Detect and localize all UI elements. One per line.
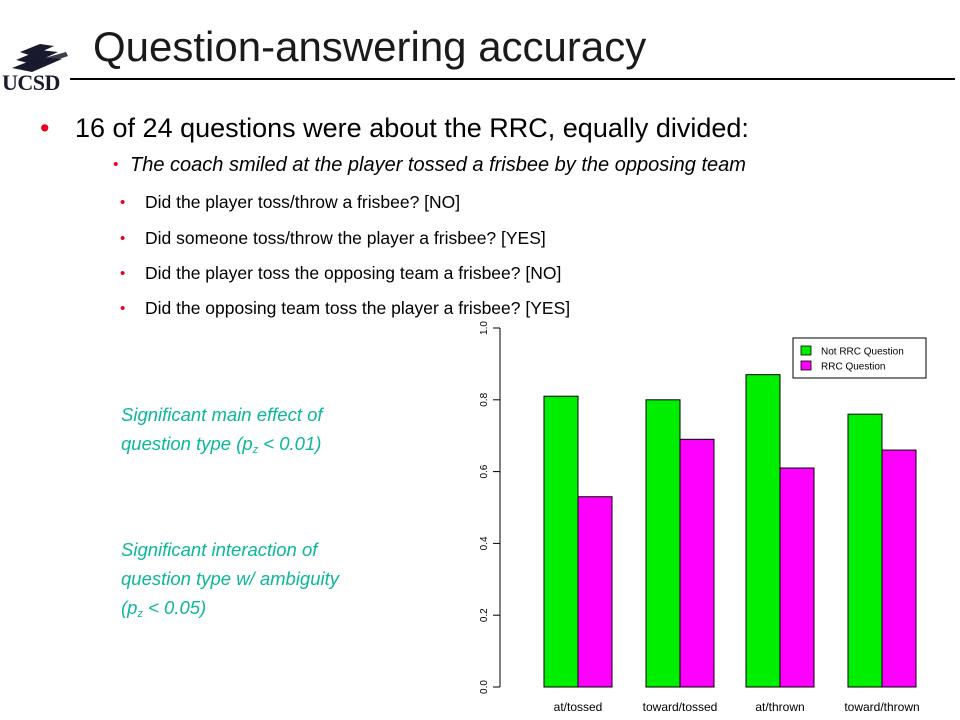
bar-not-rrc (543, 395, 579, 688)
y-tick-label: 0.4 (479, 536, 490, 550)
note-line: (pz < 0.05) (121, 593, 339, 629)
y-tick-label: 1.0 (479, 321, 490, 335)
bullet-main: • 16 of 24 questions were about the RRC, … (40, 108, 749, 148)
note-text: (p (121, 597, 138, 618)
y-tick-label: 0.8 (479, 392, 490, 406)
title-divider (70, 78, 955, 80)
x-tick-label: at/tossed (554, 700, 603, 714)
bullet-dot-icon: • (40, 113, 50, 143)
bar-rrc (881, 449, 917, 688)
chart-legend (792, 337, 927, 379)
note-text: < 0.05) (142, 597, 207, 618)
note-subscript: z (252, 444, 259, 456)
note-text: < 0.01) (258, 433, 322, 454)
note-subscript: z (137, 608, 143, 620)
note-line: question type w/ ambiguity (121, 568, 340, 589)
y-tick-label: 0.2 (479, 608, 490, 622)
legend-label: RRC Question (821, 362, 885, 373)
bar-not-rrc (847, 413, 883, 688)
note-text: question type (p (121, 433, 253, 454)
ucsd-logo-icon (12, 44, 68, 72)
y-tick-label: 0.0 (479, 680, 490, 694)
bullet-dot-icon: • (113, 156, 119, 173)
x-tick-label: toward/thrown (844, 700, 919, 714)
bar-chart: 0.00.20.40.60.81.0Proportion correctat/t… (479, 321, 927, 714)
question-text: Did the player toss/throw a frisbee? [NO… (145, 192, 461, 212)
legend-label: Not RRC Question (821, 347, 904, 358)
note-line: Significant interaction of (121, 539, 318, 560)
question-item: • Did the opposing team toss the player a… (120, 295, 570, 322)
question-text: Did someone toss/throw the player a fris… (145, 228, 546, 248)
logo-text: UCSD (2, 70, 60, 95)
bullet-example: • The coach smiled at the player tossed a… (113, 150, 746, 180)
bullet-dot-icon: • (120, 300, 126, 317)
question-item: • Did someone toss/throw the player a fri… (120, 225, 546, 252)
note-main-effect: Significant main effect of question type… (121, 400, 323, 465)
question-item: • Did the player toss/throw a frisbee? [N… (120, 189, 460, 216)
note-line: question type (pz < 0.01) (121, 429, 323, 465)
x-tick-label: toward/tossed (643, 700, 718, 714)
note-interaction: Significant interaction of question type… (121, 535, 339, 629)
bar-rrc (679, 438, 715, 688)
bullet-main-text: 16 of 24 questions were about the RRC, e… (75, 113, 749, 143)
y-tick-label: 0.6 (479, 464, 490, 478)
slide-title: Question-answering accuracy (93, 23, 647, 70)
question-text: Did the opposing team toss the player a … (145, 298, 571, 318)
example-sentence: The coach smiled at the player tossed a … (130, 154, 746, 176)
question-item: • Did the player toss the opposing team a… (120, 260, 561, 287)
bar-not-rrc (745, 374, 781, 688)
bar-not-rrc (645, 399, 681, 688)
question-text: Did the player toss the opposing team a … (145, 263, 562, 283)
bullet-dot-icon: • (120, 265, 126, 282)
legend-swatch (800, 345, 812, 356)
x-tick-label: at/thrown (755, 700, 804, 714)
bar-rrc (577, 496, 613, 688)
bullet-dot-icon: • (120, 194, 126, 211)
legend-swatch (800, 360, 812, 371)
bar-rrc (779, 467, 815, 688)
bullet-dot-icon: • (120, 230, 126, 247)
note-line: Significant main effect of (121, 404, 323, 425)
